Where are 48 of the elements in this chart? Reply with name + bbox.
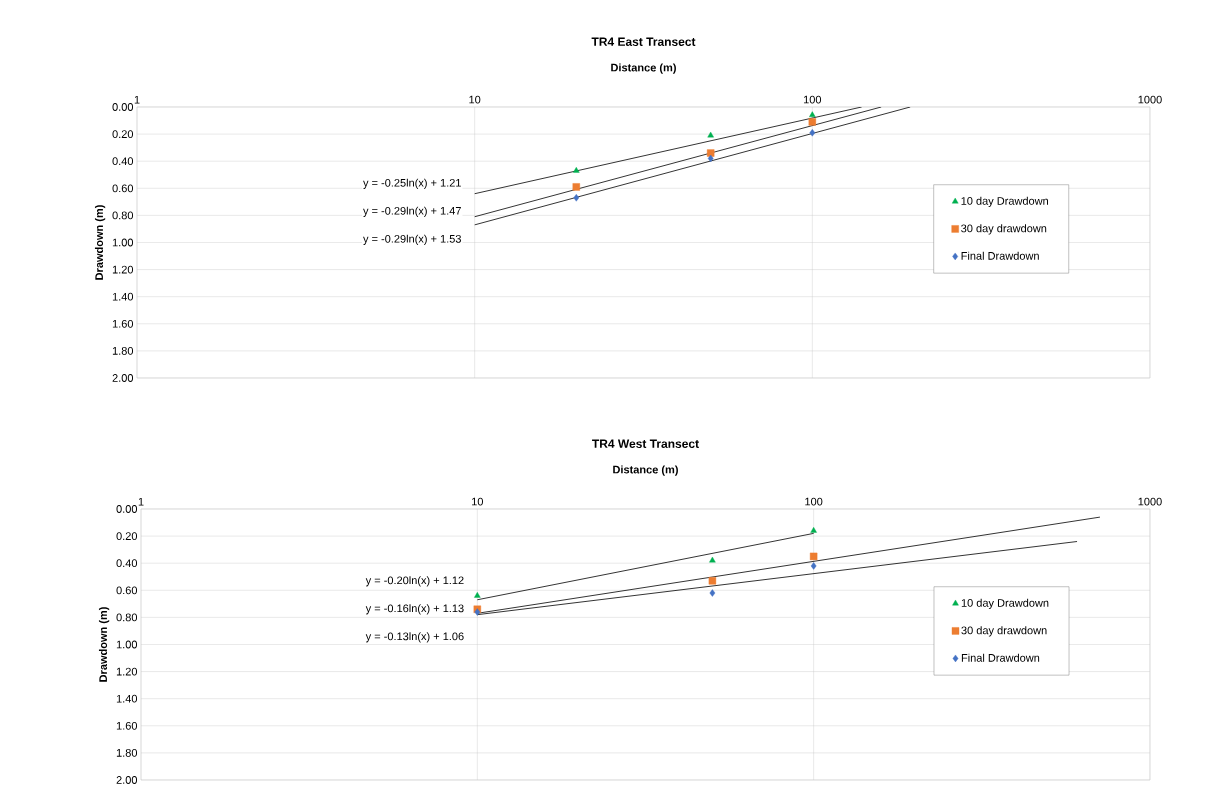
x-tick-label: 10	[472, 497, 483, 506]
y-tick-label: 1.80	[116, 749, 138, 757]
y-tick-label: 1.40	[112, 292, 134, 301]
y-tick-label: 0.40	[112, 157, 134, 166]
y-tick-label: 1.00	[116, 640, 138, 649]
y-tick-label: 0.20	[116, 532, 138, 540]
y-tick-label: 1.00	[112, 238, 134, 247]
legend-label: Final Drawdown	[961, 653, 1040, 662]
legend-label: 30 day drawdown	[961, 626, 1047, 637]
y-tick-label: 0.80	[116, 613, 138, 622]
annotation: y = -0.29ln(x) + 1.47	[363, 206, 461, 217]
annotation: y = -0.29ln(x) + 1.53	[363, 234, 461, 245]
x-tick-label: 100	[803, 95, 822, 104]
chart-title: TR4 West Transect	[592, 439, 699, 448]
x-tick-label: 1	[134, 95, 140, 104]
y-tick-label: 2.00	[116, 776, 138, 784]
y-axis-title: Drawdown (m)	[94, 205, 106, 280]
y-tick-label: 0.20	[112, 130, 134, 138]
legend-label: 30 day drawdown	[961, 224, 1047, 235]
legend-label: 10 day Drawdown	[961, 598, 1049, 609]
annotation: y = -0.25ln(x) + 1.21	[363, 178, 461, 189]
y-tick-label: 1.60	[116, 721, 138, 730]
y-tick-label: 1.80	[112, 347, 134, 355]
annotation: y = -0.20ln(x) + 1.12	[365, 576, 464, 587]
y-axis-title: Drawdown (m)	[98, 607, 110, 682]
legend-label: Final Drawdown	[961, 251, 1039, 260]
y-tick-label: 0.00	[116, 505, 138, 513]
x-tick-label: 10	[469, 95, 481, 104]
y-tick-label: 1.60	[112, 319, 134, 328]
annotation: y = -0.13ln(x) + 1.06	[365, 632, 464, 643]
y-tick-label: 0.80	[112, 211, 134, 220]
chart-title: TR4 East Transect	[591, 37, 696, 46]
x-axis-title: Distance (m)	[613, 465, 678, 476]
x-tick-label: 1	[138, 497, 144, 506]
x-tick-label: 1000	[1138, 95, 1162, 104]
y-tick-label: 0.60	[112, 184, 134, 193]
y-tick-label: 0.00	[112, 103, 134, 111]
y-tick-label: 1.40	[116, 694, 138, 703]
annotation: y = -0.16ln(x) + 1.13	[365, 604, 464, 615]
y-tick-label: 1.20	[116, 667, 138, 676]
x-axis-title: Distance (m)	[611, 63, 676, 74]
y-tick-label: 2.00	[112, 374, 134, 382]
y-tick-label: 1.20	[112, 265, 134, 274]
legend-label: 10 day Drawdown	[961, 196, 1048, 207]
y-tick-label: 0.40	[116, 559, 138, 568]
x-tick-label: 100	[805, 497, 823, 506]
x-tick-label: 1000	[1138, 497, 1162, 506]
y-tick-label: 0.60	[116, 586, 138, 595]
